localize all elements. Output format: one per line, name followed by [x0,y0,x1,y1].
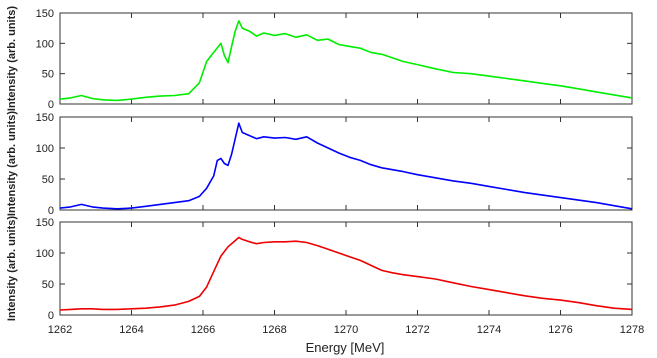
y-tick-label: 50 [42,69,54,81]
panel-bottom-red: 0 50 100 150 1262 1264 1266 1268 1270 1272 1274 127… [6,216,644,336]
y-axis-title: Intensity (arb. units) [6,216,18,321]
plot-frame [59,221,633,316]
y-tick-label: 100 [36,248,54,260]
series-line [59,122,633,210]
y-tick-label: 0 [48,205,54,217]
x-tick-label: 1264 [119,324,143,336]
y-tick-label: 100 [36,143,54,155]
panel-middle-blue: 0 50 100 150 Intensity (arb. units) [6,111,633,217]
plot-frame [59,12,633,105]
x-tick-label: 1276 [548,324,572,336]
series-line [59,236,633,311]
y-tick-label: 150 [36,217,54,229]
y-tick-label: 0 [48,99,54,111]
x-tick-label: 1268 [262,324,286,336]
panel-top-green: 0 50 100 150 Intensity (arb. units) [6,6,633,111]
y-tick-label: 50 [42,279,54,291]
y-axis-title: Intensity (arb. units) [6,6,18,111]
x-axis-title: Energy [MeV] [306,340,385,355]
y-tick-label: 150 [36,112,54,124]
y-tick-label: 50 [42,174,54,186]
x-tick-label: 1272 [405,324,429,336]
x-tick-label: 1274 [477,324,501,336]
y-tick-label: 150 [36,8,54,20]
x-tick-label: 1270 [334,324,358,336]
x-tick-label: 1278 [620,324,644,336]
x-tick-label: 1266 [191,324,215,336]
x-tick-label: 1262 [48,324,72,336]
series-line [59,20,633,102]
y-axis-title: Intensity (arb. units) [6,111,18,216]
y-tick-label: 0 [48,310,54,322]
y-tick-label: 100 [36,38,54,50]
